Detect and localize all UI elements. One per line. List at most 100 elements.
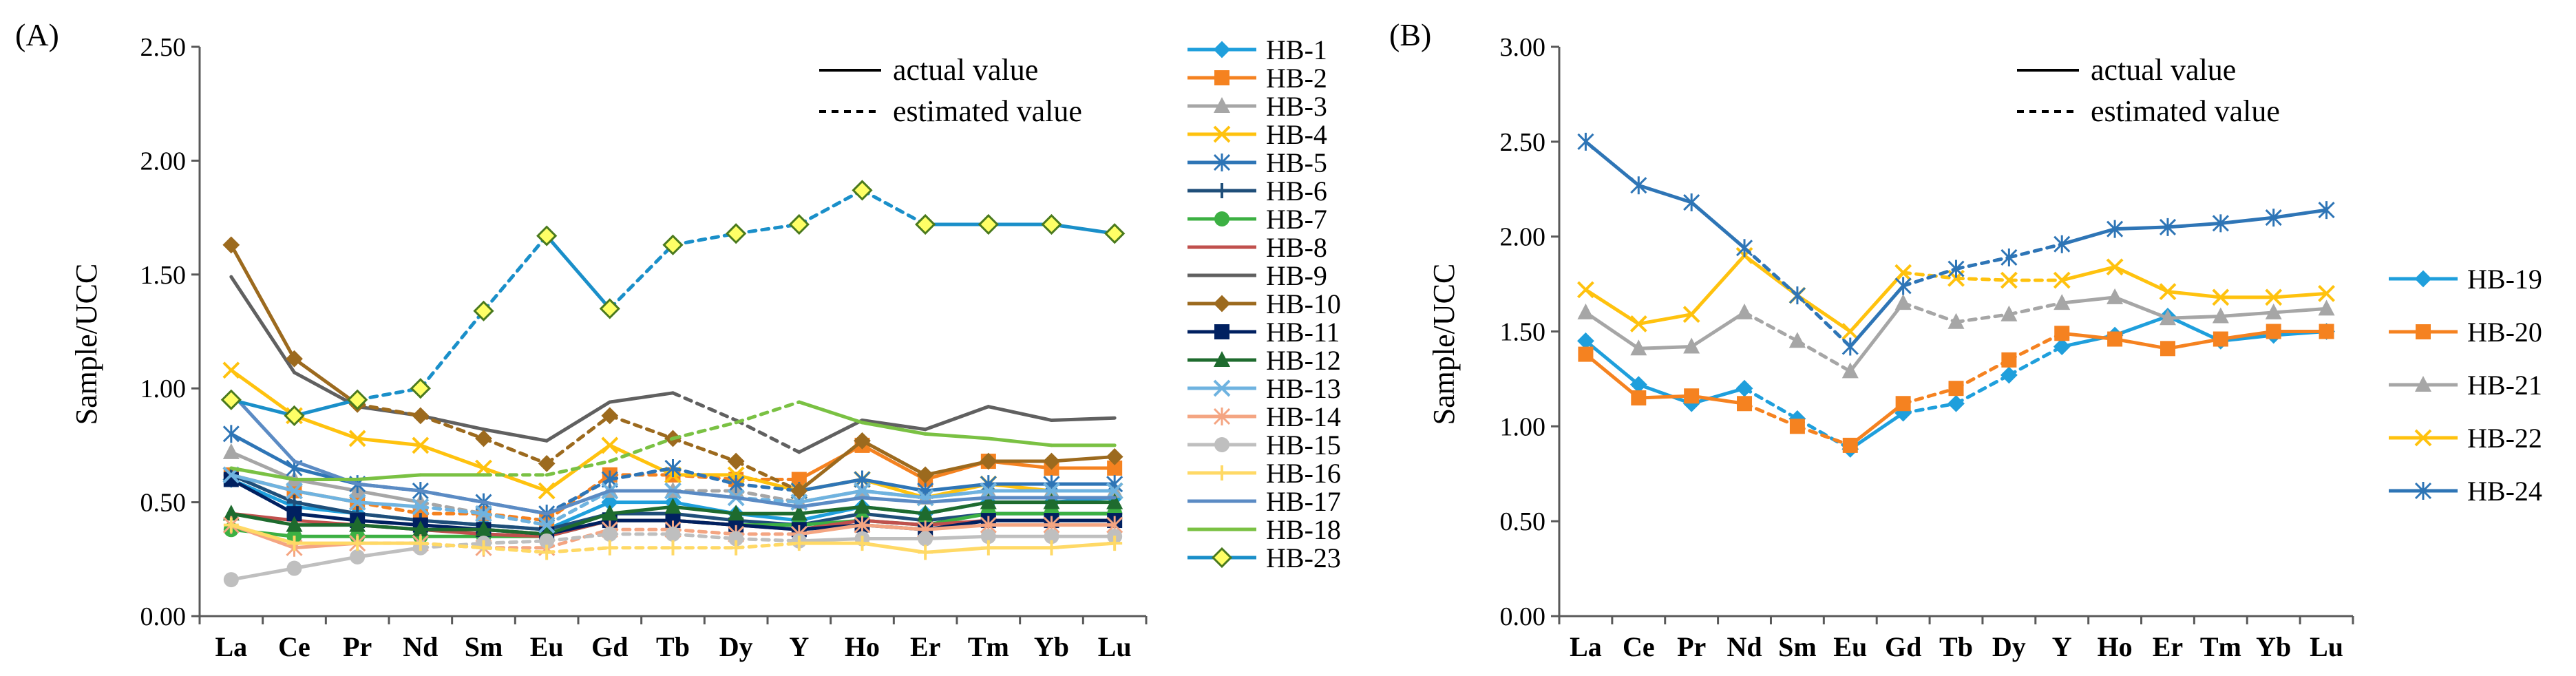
x-tick-label: Nd bbox=[1727, 631, 1762, 662]
series-segment bbox=[1795, 416, 1852, 451]
series-segment bbox=[1583, 352, 1640, 400]
series-segment bbox=[923, 459, 991, 477]
data-point bbox=[410, 378, 431, 399]
data-point bbox=[727, 452, 745, 470]
data-point bbox=[2000, 271, 2018, 289]
series-segment bbox=[1689, 200, 1746, 250]
data-point bbox=[918, 531, 933, 547]
series-segment bbox=[1954, 313, 2011, 324]
data-point bbox=[2054, 294, 2071, 310]
legend-marker bbox=[1214, 465, 1229, 480]
series-segment bbox=[545, 511, 612, 536]
data-point bbox=[2318, 299, 2335, 316]
data-point bbox=[665, 526, 681, 542]
data-point bbox=[1735, 239, 1753, 257]
series-segment bbox=[293, 398, 359, 418]
series-segment bbox=[1848, 284, 1905, 349]
series-segment bbox=[734, 482, 801, 493]
data-point bbox=[1894, 277, 1912, 295]
x-tick-label: Er bbox=[2153, 631, 2183, 662]
series-segment bbox=[545, 489, 612, 527]
series-segment bbox=[2113, 295, 2170, 320]
data-point bbox=[601, 407, 619, 425]
estimated-value-label: estimated value bbox=[893, 94, 1082, 128]
data-point bbox=[348, 430, 366, 447]
x-tick-label: Gd bbox=[1885, 631, 1921, 662]
x-tick-label: Yb bbox=[1034, 631, 1069, 662]
series-segment bbox=[2007, 242, 2064, 260]
legend-entry-hb-17: HB-17 bbox=[1187, 486, 1341, 517]
data-point bbox=[2054, 326, 2070, 341]
data-point bbox=[788, 213, 810, 235]
series-hb-16 bbox=[223, 517, 1123, 560]
legend-label: HB-7 bbox=[1266, 204, 1327, 235]
series-segment bbox=[2219, 333, 2276, 343]
data-point bbox=[1107, 460, 1123, 476]
legend-marker bbox=[1214, 324, 1229, 339]
series-segment bbox=[923, 432, 991, 441]
data-point bbox=[2265, 303, 2282, 319]
series-segment bbox=[1050, 454, 1117, 463]
legend-label: HB-3 bbox=[1266, 91, 1327, 122]
series-segment bbox=[482, 523, 549, 531]
legend-marker bbox=[1214, 437, 1229, 452]
data-point bbox=[791, 472, 807, 487]
legend-label: HB-14 bbox=[1266, 401, 1341, 432]
data-point bbox=[1788, 286, 1806, 305]
data-point bbox=[1788, 332, 1806, 348]
data-point bbox=[665, 540, 681, 556]
y-tick-label: 3.00 bbox=[1500, 33, 1546, 62]
series-segment bbox=[2272, 208, 2329, 220]
legend-marker bbox=[1214, 70, 1229, 85]
legend-marker bbox=[1213, 41, 1231, 59]
series-segment bbox=[923, 405, 991, 432]
series-hb-20 bbox=[1578, 324, 2334, 453]
legend-marker bbox=[1214, 183, 1229, 198]
series-segment bbox=[482, 436, 549, 465]
data-point bbox=[1041, 213, 1062, 235]
data-point bbox=[2107, 331, 2123, 347]
x-tick-label: Pr bbox=[1677, 631, 1706, 662]
data-point bbox=[1737, 396, 1753, 412]
legend-label: HB-8 bbox=[1266, 232, 1327, 263]
series-segment bbox=[355, 473, 423, 482]
series-segment bbox=[797, 523, 864, 536]
legend-entry-hb-2: HB-2 bbox=[1187, 63, 1327, 94]
x-tick-label: Eu bbox=[530, 631, 564, 662]
legend-label: HB-21 bbox=[2467, 370, 2542, 401]
series-segment bbox=[608, 414, 675, 441]
series-segment bbox=[545, 473, 612, 522]
x-tick-label: Lu bbox=[2310, 631, 2343, 662]
series-segment bbox=[861, 505, 927, 516]
legend-marker bbox=[2415, 376, 2431, 392]
series-segment bbox=[734, 537, 801, 543]
data-point bbox=[2266, 324, 2281, 339]
data-point bbox=[1043, 482, 1060, 500]
x-tick-label: La bbox=[215, 631, 247, 662]
series-segment bbox=[2113, 337, 2170, 350]
series-segment bbox=[545, 459, 612, 477]
series-segment bbox=[355, 436, 423, 447]
series-segment bbox=[229, 478, 296, 516]
series-segment bbox=[1636, 394, 1693, 400]
series-segment bbox=[293, 489, 359, 505]
data-point bbox=[1841, 362, 1859, 379]
data-point bbox=[1841, 337, 1859, 356]
series-segment bbox=[1901, 267, 1958, 288]
y-tick-label: 1.50 bbox=[1500, 318, 1546, 347]
series-segment bbox=[1901, 301, 1958, 324]
x-tick-label: Sm bbox=[1778, 631, 1817, 662]
data-point bbox=[222, 236, 240, 254]
x-tick-label: Tb bbox=[656, 631, 690, 662]
data-point bbox=[348, 494, 366, 511]
data-point bbox=[2000, 248, 2018, 266]
series-segment bbox=[1954, 255, 2011, 271]
series-segment bbox=[671, 421, 738, 441]
series-segment bbox=[986, 436, 1053, 447]
series-hb-10 bbox=[222, 236, 1123, 500]
y-tick-label: 0.00 bbox=[140, 602, 187, 631]
series-segment bbox=[797, 489, 864, 505]
series-segment bbox=[1050, 222, 1117, 235]
series-segment bbox=[1583, 310, 1640, 350]
legend-marker bbox=[1213, 125, 1231, 143]
